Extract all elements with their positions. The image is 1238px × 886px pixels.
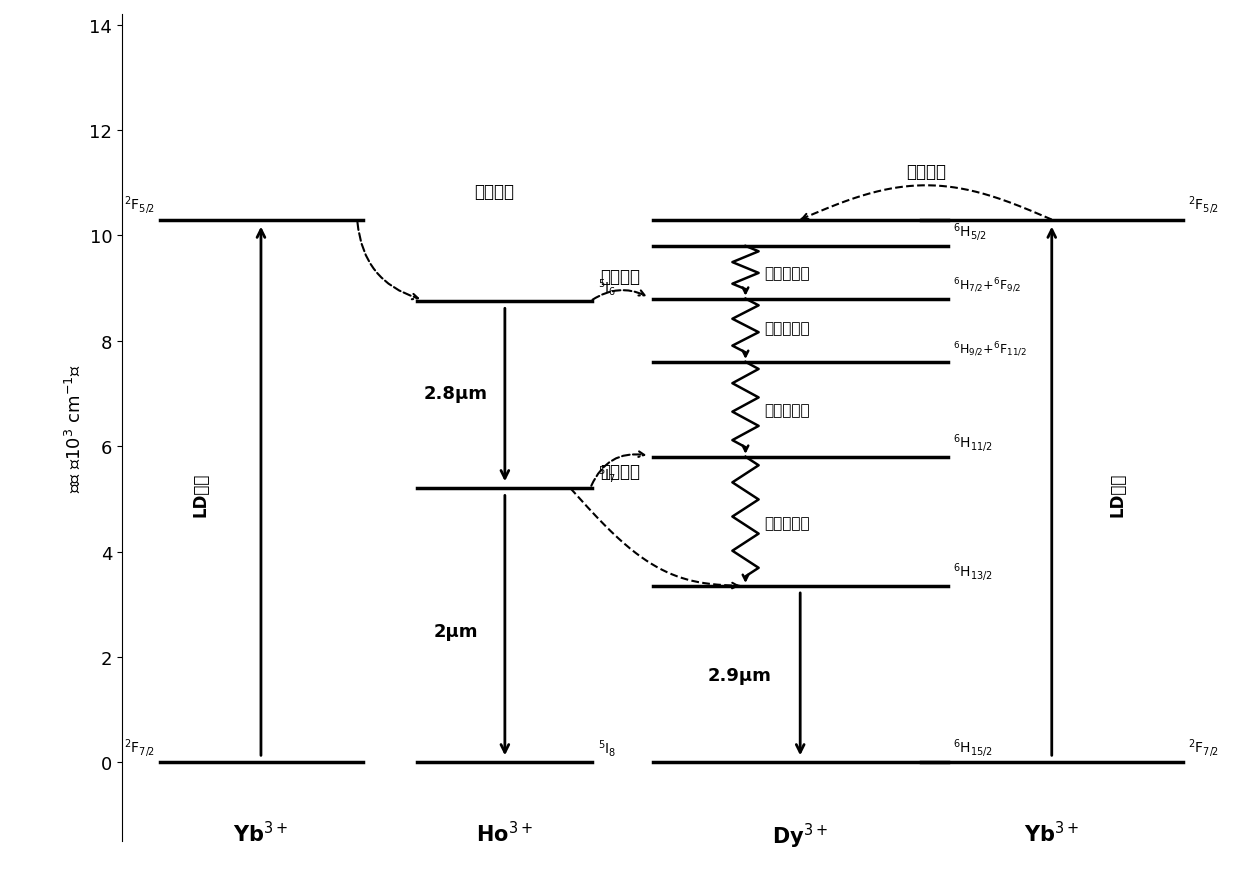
- Text: $^6$H$_{5/2}$: $^6$H$_{5/2}$: [953, 221, 987, 243]
- Text: LD泵浦: LD泵浦: [1108, 472, 1127, 517]
- Text: LD泵浦: LD泵浦: [192, 472, 209, 517]
- Text: 2μm: 2μm: [433, 622, 478, 640]
- Text: Dy$^{3+}$: Dy$^{3+}$: [773, 820, 828, 850]
- Y-axis label: 能量 （10$^3$ cm$^{-1}$）: 能量 （10$^3$ cm$^{-1}$）: [64, 364, 84, 493]
- Text: 能量传递: 能量传递: [474, 183, 514, 200]
- Text: $^6$H$_{7/2}$+$^6$F$_{9/2}$: $^6$H$_{7/2}$+$^6$F$_{9/2}$: [953, 276, 1021, 295]
- Text: Ho$^{3+}$: Ho$^{3+}$: [477, 820, 534, 845]
- Text: $^2$F$_{7/2}$: $^2$F$_{7/2}$: [1188, 737, 1219, 758]
- Text: 能量传递: 能量传递: [906, 163, 946, 181]
- Text: 能量传递: 能量传递: [599, 268, 640, 286]
- Text: $^5$I$_7$: $^5$I$_7$: [598, 463, 617, 485]
- Text: $^2$F$_{5/2}$: $^2$F$_{5/2}$: [124, 195, 155, 216]
- Text: 非辐射跃迁: 非辐射跃迁: [764, 321, 810, 336]
- Text: $^6$H$_{13/2}$: $^6$H$_{13/2}$: [953, 561, 993, 582]
- Text: $^2$F$_{5/2}$: $^2$F$_{5/2}$: [1188, 195, 1219, 216]
- Text: $^5$I$_6$: $^5$I$_6$: [598, 276, 617, 298]
- Text: $^6$H$_{11/2}$: $^6$H$_{11/2}$: [953, 431, 993, 453]
- Text: 能量传递: 能量传递: [599, 463, 640, 481]
- Text: 非辐射跃迁: 非辐射跃迁: [764, 516, 810, 531]
- Text: Yb$^{3+}$: Yb$^{3+}$: [233, 820, 288, 845]
- Text: 2.8μm: 2.8μm: [423, 385, 488, 403]
- Text: $^5$I$_8$: $^5$I$_8$: [598, 737, 617, 758]
- Text: $^6$H$_{15/2}$: $^6$H$_{15/2}$: [953, 737, 993, 758]
- Text: $^2$F$_{7/2}$: $^2$F$_{7/2}$: [124, 737, 155, 758]
- Text: 非辐射跃迁: 非辐射跃迁: [764, 266, 810, 281]
- Text: 非辐射跃迁: 非辐射跃迁: [764, 402, 810, 417]
- Text: 2.9μm: 2.9μm: [708, 666, 773, 685]
- Text: Yb$^{3+}$: Yb$^{3+}$: [1024, 820, 1080, 845]
- Text: $^6$H$_{9/2}$+$^6$F$_{11/2}$: $^6$H$_{9/2}$+$^6$F$_{11/2}$: [953, 340, 1028, 358]
